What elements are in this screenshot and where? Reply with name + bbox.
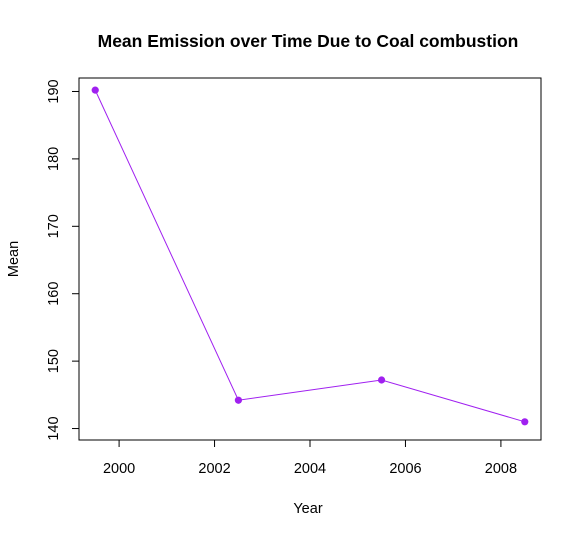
y-tick-label: 190 bbox=[46, 79, 62, 103]
x-tick-label: 2008 bbox=[485, 461, 517, 477]
x-tick-label: 2004 bbox=[294, 461, 326, 477]
plot-frame bbox=[78, 77, 542, 441]
data-point bbox=[377, 376, 386, 384]
x-tick-label: 2000 bbox=[103, 461, 135, 477]
y-axis-label: Mean bbox=[6, 241, 22, 277]
x-axis-label: Year bbox=[293, 501, 322, 517]
y-tick-label: 180 bbox=[46, 147, 62, 171]
data-point bbox=[521, 418, 529, 426]
data-points bbox=[91, 86, 529, 426]
data-point bbox=[91, 86, 99, 94]
y-tick-label: 150 bbox=[46, 349, 62, 373]
series-line bbox=[94, 89, 525, 423]
y-axis: 140 150 160 170 180 190 bbox=[46, 79, 80, 441]
y-tick-label: 140 bbox=[46, 416, 62, 440]
x-tick-label: 2002 bbox=[198, 461, 230, 477]
y-tick-label: 170 bbox=[46, 214, 62, 238]
data-point bbox=[234, 396, 243, 404]
y-tick-label: 160 bbox=[46, 282, 62, 306]
x-tick-label: 2006 bbox=[389, 461, 421, 477]
chart-title: Mean Emission over Time Due to Coal comb… bbox=[98, 31, 519, 51]
x-axis: 2000 2002 2004 2006 2008 bbox=[103, 439, 517, 477]
